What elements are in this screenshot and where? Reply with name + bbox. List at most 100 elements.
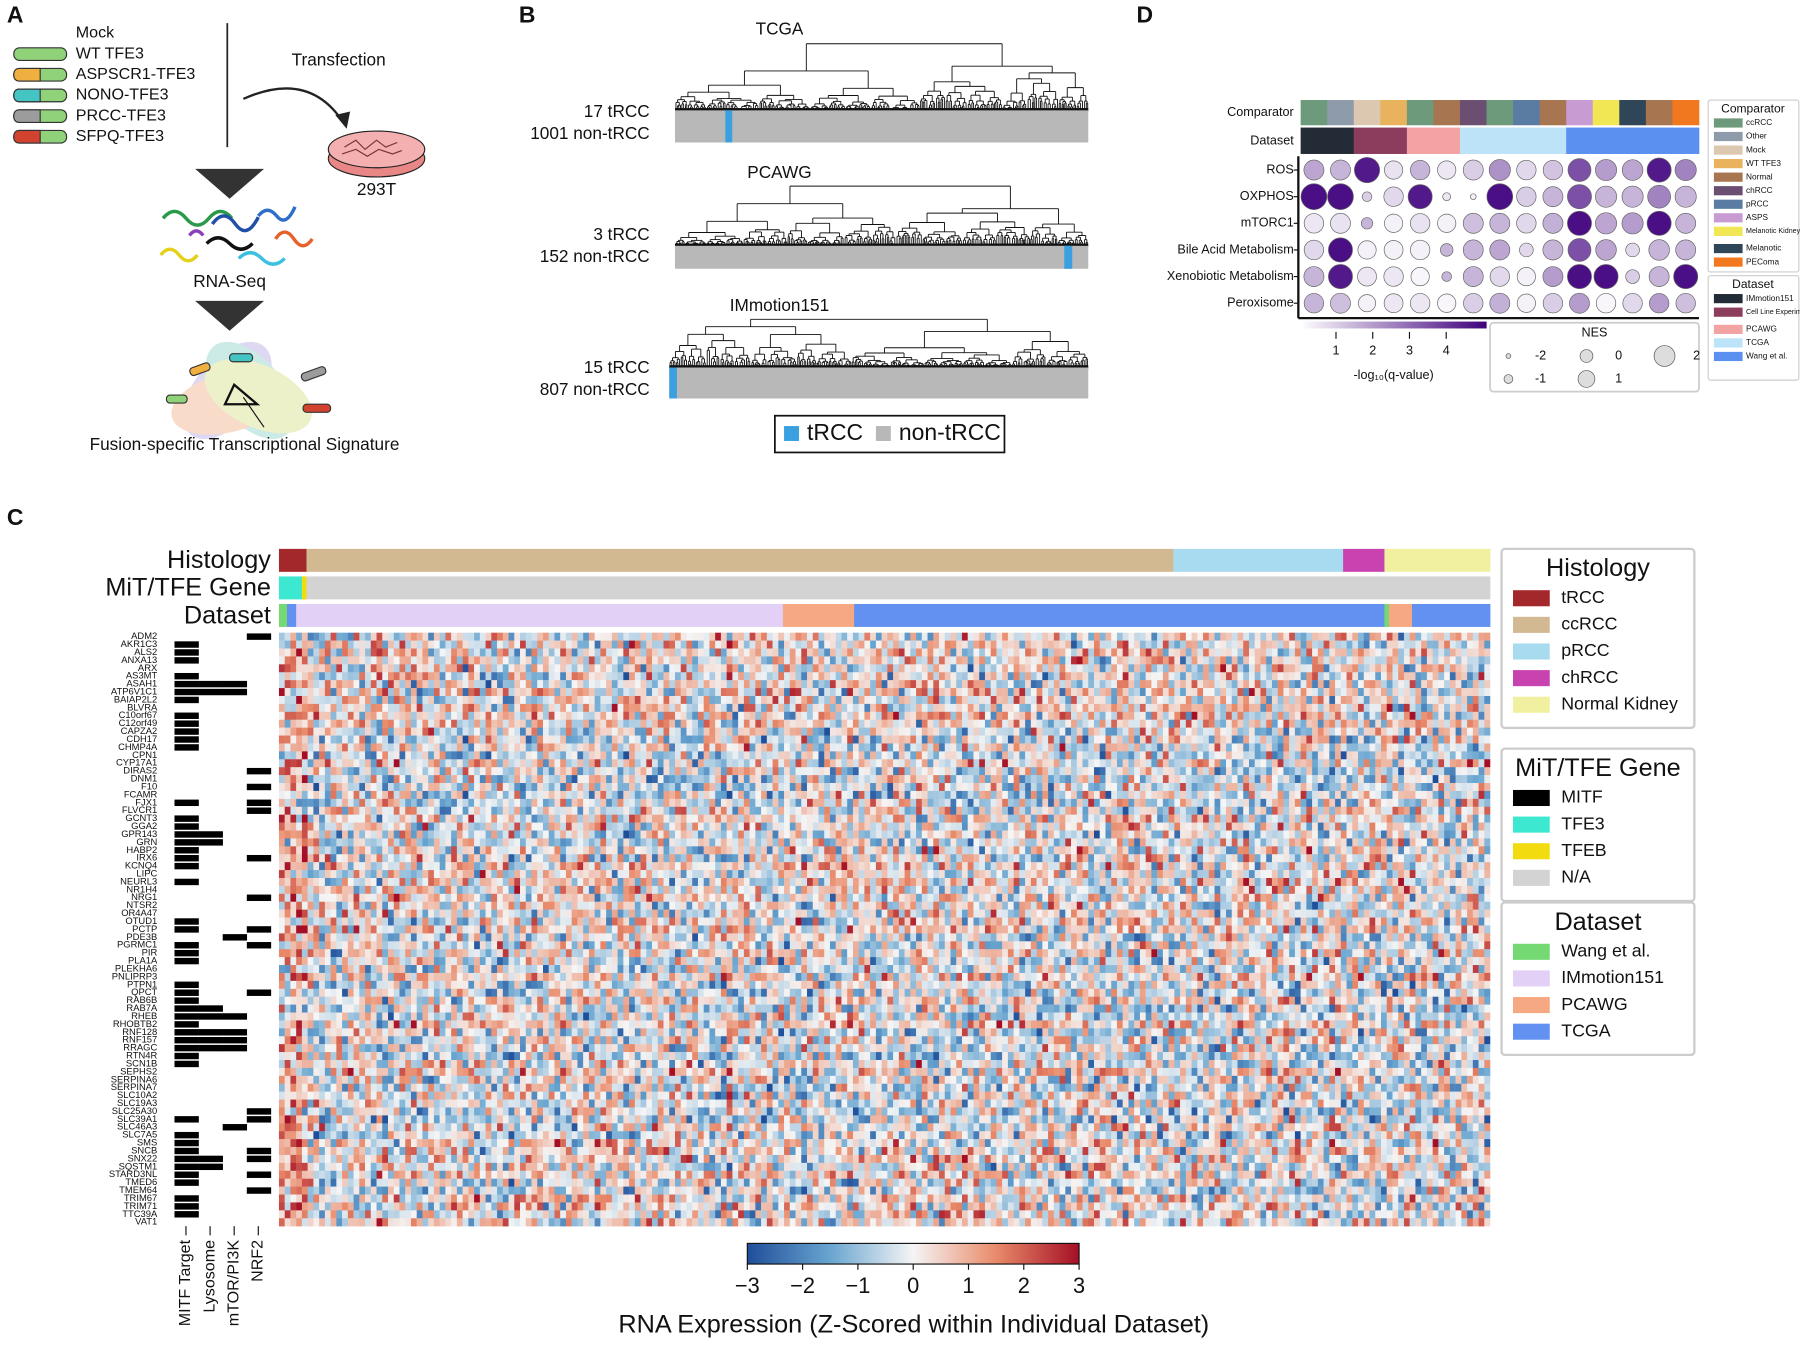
heatmap-cell (433, 703, 440, 713)
heatmap-cell (307, 893, 314, 902)
heatmap-cell (342, 822, 349, 831)
heatmap-cell (301, 917, 308, 926)
heatmap-cell (296, 980, 303, 989)
heatmap-cell (382, 1194, 389, 1203)
heatmap-cell (405, 735, 412, 744)
heatmap-cell (284, 893, 291, 902)
heatmap-cell (342, 941, 349, 950)
heatmap-cell (324, 1170, 331, 1179)
heatmap-cell (433, 790, 440, 800)
heatmap-cell (416, 680, 423, 689)
heatmap-cell (353, 917, 360, 926)
heatmap-cell (301, 648, 308, 657)
heatmap-cell (388, 838, 394, 847)
heatmap-cell (353, 1202, 360, 1211)
heatmap-cell (284, 814, 291, 823)
heatmap-cell (324, 1131, 331, 1140)
heatmap-cell (319, 822, 326, 831)
heatmap-cell (416, 885, 423, 895)
heatmap-cell (399, 925, 406, 934)
heatmap-cell (393, 1099, 400, 1108)
heatmap-cell (416, 1075, 423, 1084)
heatmap-cell (278, 1012, 285, 1021)
sample-strip (675, 110, 1089, 143)
heatmap-cell (428, 1036, 435, 1045)
heatmap-cell (382, 727, 389, 736)
heatmap-cell (376, 1115, 383, 1124)
heatmap-cell (382, 775, 389, 784)
heatmap-cell (278, 1099, 285, 1108)
heatmap-cell (359, 854, 366, 863)
heatmap-cell (382, 1012, 389, 1021)
heatmap-cell (319, 1067, 326, 1077)
heatmap-cell (428, 870, 435, 879)
heatmap-cell (365, 893, 372, 902)
heatmap-cell (382, 743, 389, 752)
heatmap-cell (410, 862, 417, 871)
panel-label: A (7, 1, 24, 27)
heatmap-cell (319, 1178, 326, 1187)
heatmap-cell (313, 767, 320, 776)
heatmap-cell (370, 830, 377, 839)
heatmap-cell (290, 719, 297, 728)
heatmap-cell (388, 775, 394, 784)
heatmap-cell (382, 980, 389, 989)
heatmap-cell (347, 854, 354, 863)
heatmap-cell (342, 988, 349, 997)
heatmap-cell (370, 640, 377, 649)
heatmap-cell (382, 917, 389, 926)
heatmap-cell (336, 893, 343, 902)
heatmap-cell (290, 656, 297, 665)
heatmap-cell (370, 877, 377, 887)
heatmap-cell (399, 1186, 406, 1195)
heatmap-cell (365, 727, 372, 736)
heatmap-cell (301, 688, 308, 697)
heatmap-cell (278, 925, 285, 934)
heatmap-cell (428, 1075, 435, 1084)
heatmap-cell (365, 1028, 372, 1037)
heatmap-cell (307, 688, 314, 697)
heatmap-cell (347, 1099, 354, 1108)
heatmap-cell (365, 1131, 372, 1140)
heatmap-cell (324, 735, 331, 744)
heatmap-cell (296, 925, 303, 934)
heatmap-cell (336, 933, 343, 942)
heatmap-cell (278, 1044, 285, 1053)
heatmap-cell (410, 1091, 417, 1100)
heatmap-cell (313, 1162, 320, 1172)
heatmap-cell (330, 965, 337, 974)
heatmap-cell (324, 1067, 331, 1077)
heatmap-cell (336, 1099, 343, 1108)
heatmap-cell (410, 688, 417, 697)
heatmap-cell (376, 846, 383, 855)
heatmap-cell (365, 870, 372, 879)
heatmap-cell (410, 767, 417, 776)
heatmap-cell (324, 767, 331, 776)
heatmap-cell (410, 632, 417, 641)
heatmap-cell (422, 1052, 429, 1061)
heatmap-cell (301, 703, 308, 713)
heatmap-cell (382, 1147, 389, 1156)
heatmap-cell (393, 1210, 400, 1219)
heatmap-cell (393, 1218, 400, 1227)
heatmap-cell (359, 688, 366, 697)
heatmap-cell (382, 988, 389, 997)
heatmap-cell (301, 909, 308, 918)
heatmap-cell (313, 1139, 320, 1148)
heatmap-cell (382, 901, 389, 910)
heatmap-cell (313, 1044, 320, 1053)
heatmap-cell (353, 703, 360, 713)
heatmap-cell (296, 688, 303, 697)
heatmap-cell (359, 1194, 366, 1203)
heatmap-cell (278, 1139, 285, 1148)
heatmap-cell (342, 1075, 349, 1084)
heatmap-cell (388, 798, 394, 807)
heatmap-cell (347, 949, 354, 958)
heatmap-cell (313, 1202, 320, 1211)
heatmap-cell (353, 680, 360, 689)
heatmap-cell (296, 695, 303, 705)
heatmap-cell (382, 996, 389, 1005)
heatmap-cell (422, 814, 429, 823)
heatmap-cell (410, 735, 417, 744)
heatmap-cell (433, 775, 440, 784)
